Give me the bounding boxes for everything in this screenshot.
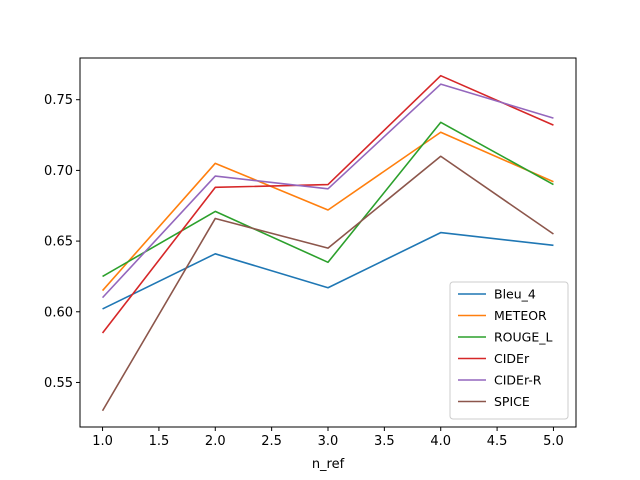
x-tick-label: 4.0 — [430, 434, 451, 449]
legend: Bleu_4 METEOR ROUGE_L CIDEr CIDEr-R SPICE — [449, 281, 569, 420]
x-axis-label: n_ref — [312, 457, 345, 472]
legend-label: Bleu_4 — [494, 287, 536, 302]
legend-label: CIDEr — [494, 351, 530, 366]
series-line-bleu-4 — [102, 231, 554, 310]
series-line-cider-r — [101, 83, 554, 299]
x-tick-label: 2.0 — [205, 434, 226, 449]
x-tick-label: 3.5 — [374, 434, 395, 449]
series-line-rouge-l — [102, 121, 554, 278]
series-line-spice — [101, 155, 554, 412]
legend-label: CIDEr-R — [494, 373, 542, 388]
x-tick-label: 1.0 — [92, 434, 113, 449]
series-line-meteor — [101, 131, 554, 292]
y-tick-label: 0.70 — [44, 164, 73, 179]
x-tick-label: 4.5 — [487, 434, 508, 449]
x-axis: 1.0 1.5 2.0 2.5 3.0 3.5 4.0 4.5 5.0 — [92, 427, 564, 449]
legend-label: METEOR — [494, 308, 547, 323]
series-layer — [101, 74, 554, 412]
y-tick-label: 0.75 — [44, 93, 73, 108]
x-tick-label: 2.5 — [261, 434, 282, 449]
y-tick-label: 0.60 — [44, 305, 73, 320]
x-tick-label: 1.5 — [149, 434, 170, 449]
series-line-cider — [101, 74, 554, 334]
y-axis: 0.55 0.60 0.65 0.70 0.75 — [44, 93, 80, 391]
y-tick-label: 0.55 — [44, 376, 73, 391]
x-tick-label: 5.0 — [543, 434, 564, 449]
y-tick-label: 0.65 — [44, 235, 73, 250]
legend-label: ROUGE_L — [494, 330, 553, 345]
x-tick-label: 3.0 — [318, 434, 339, 449]
legend-label: SPICE — [494, 394, 530, 409]
